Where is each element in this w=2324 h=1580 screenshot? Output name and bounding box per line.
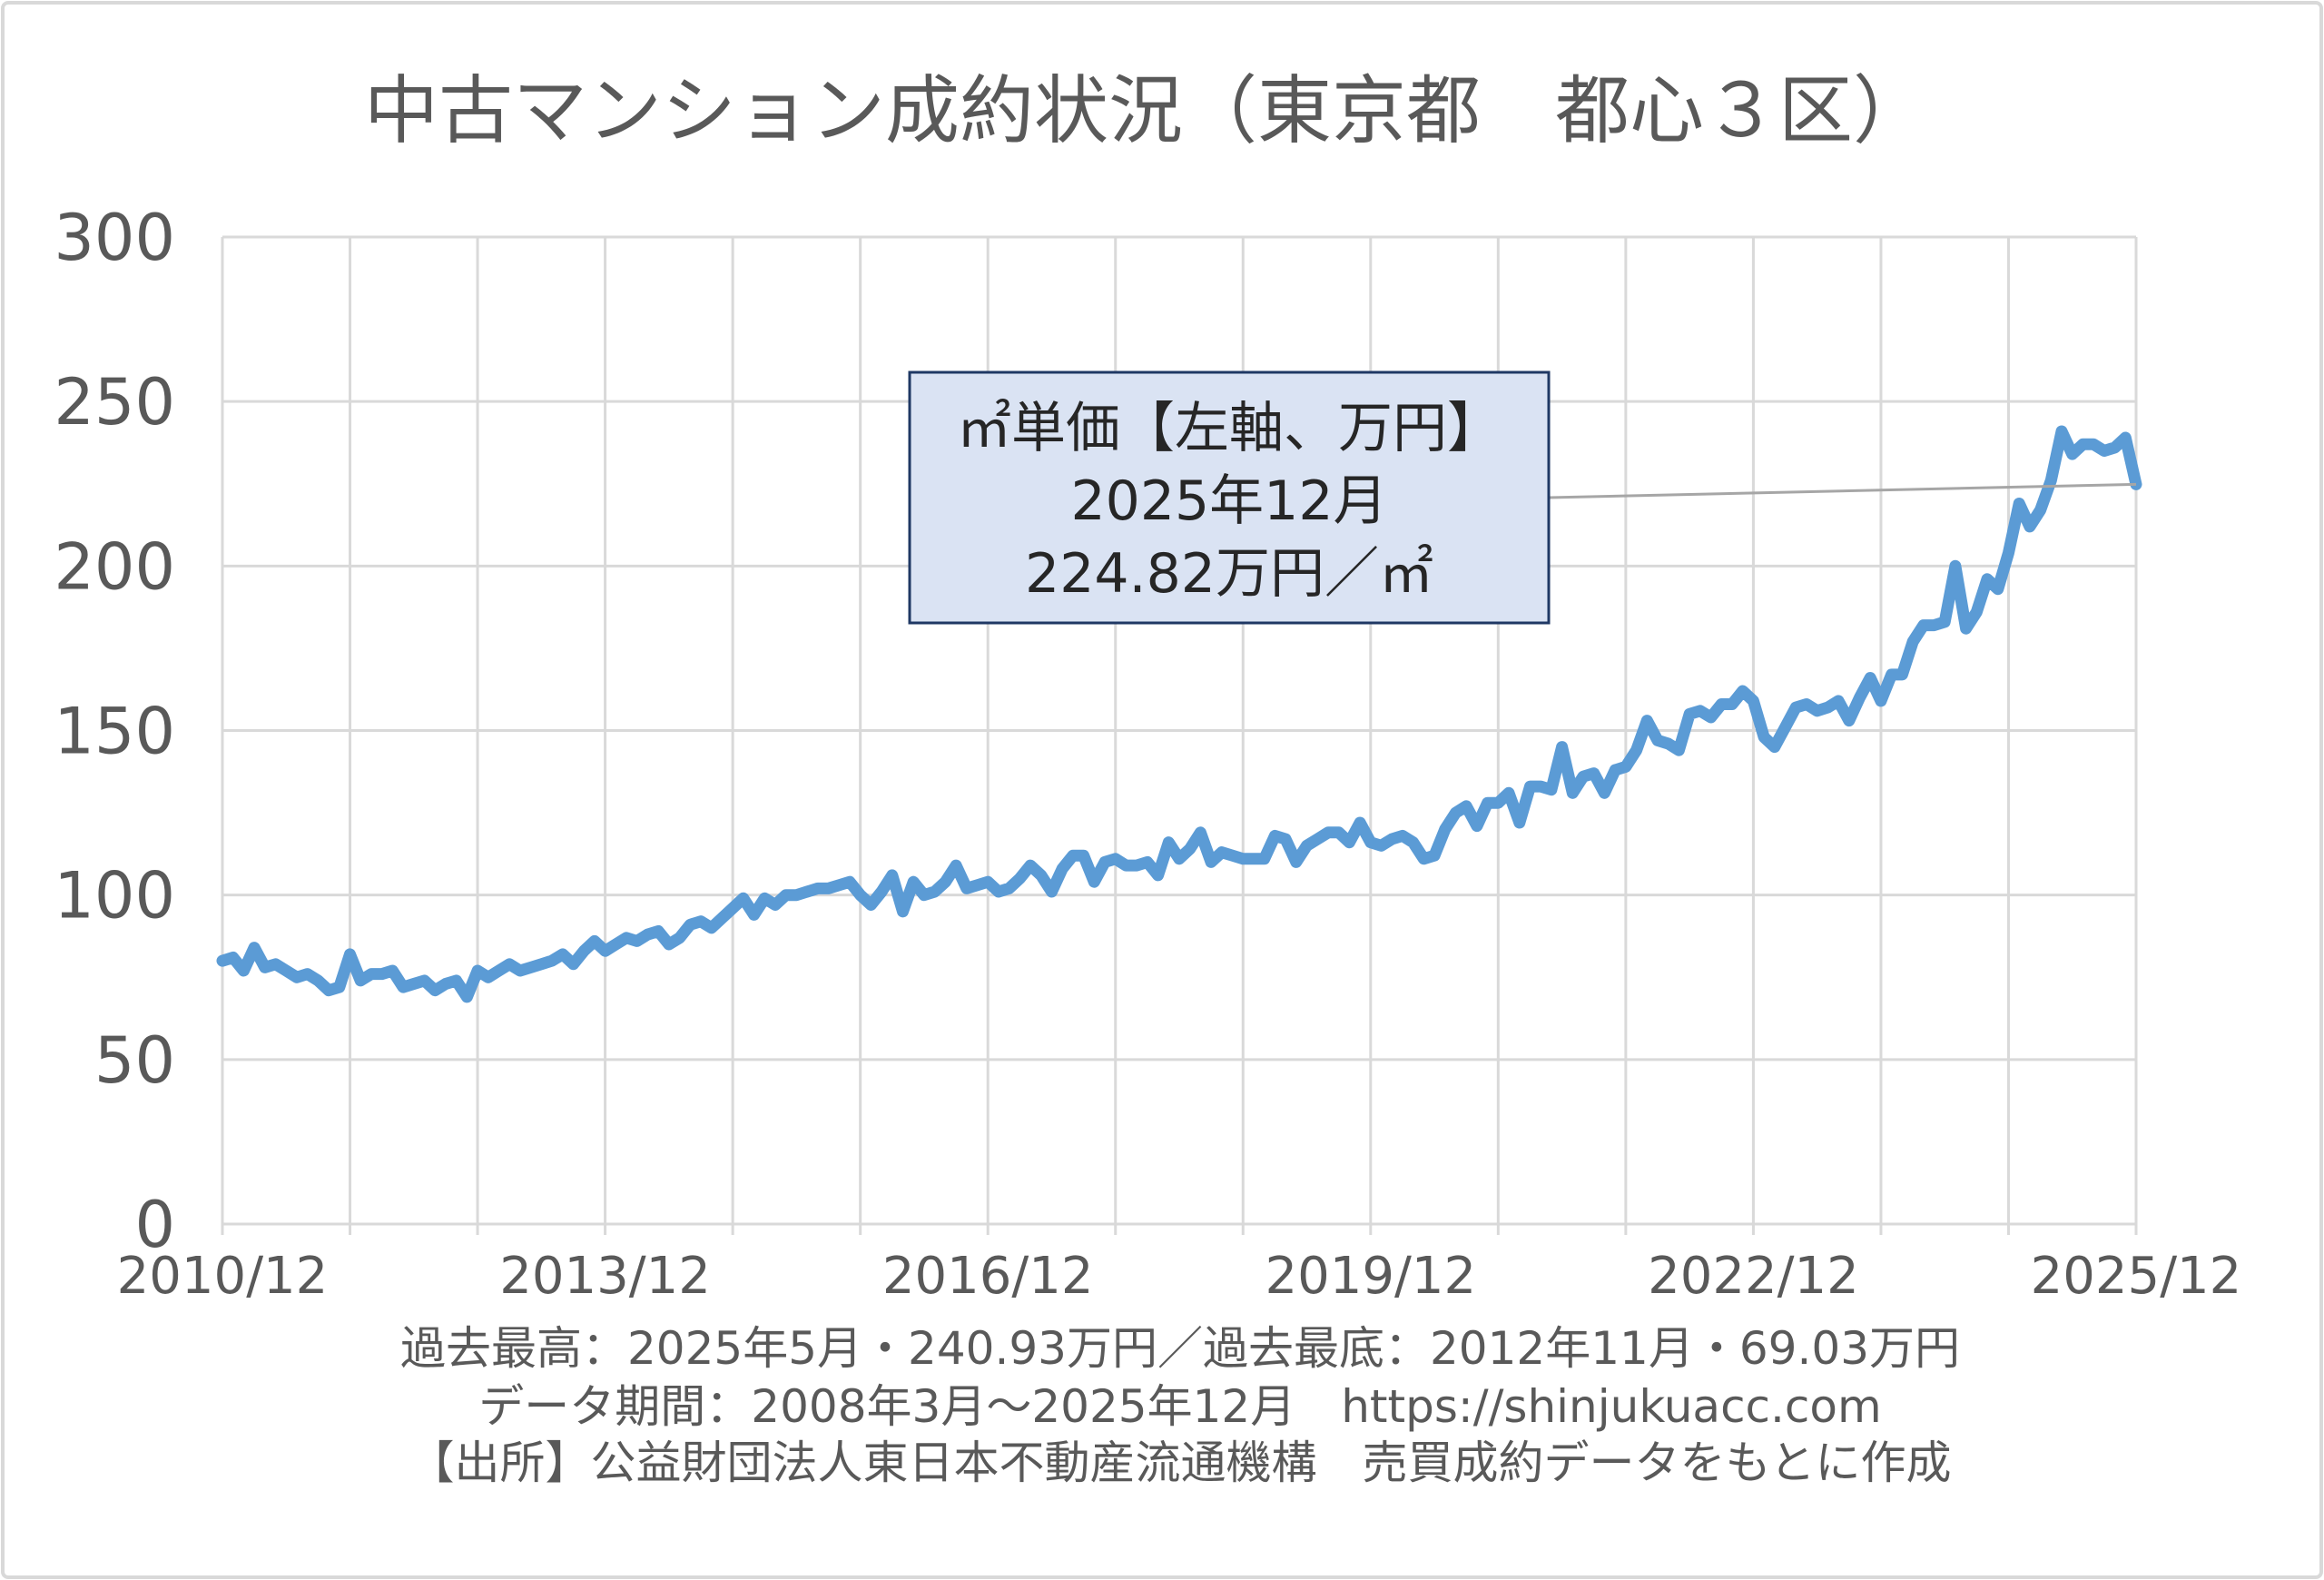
footer-source: 【出所】公益財団法人東日本不動産流通機構 売買成約データをもとに作成 [409, 1437, 1952, 1489]
footer-record: 過去最高：2025年5月・240.93万円／過去最底：2012年11月・69.0… [400, 1322, 1960, 1375]
gridlines [221, 235, 2138, 1235]
x-tick-label: 2016/12 [882, 1247, 1094, 1306]
x-tick-label: 2010/12 [117, 1247, 329, 1306]
chart-title: 中古マンション成約状況（東京都 都心３区） [364, 68, 1927, 154]
callout-box: ㎡単価【左軸、万円】 2025年12月 224.82万円／㎡ [908, 370, 1551, 625]
y-tick-label: 50 [94, 1023, 175, 1098]
y-tick-label: 0 [134, 1188, 175, 1262]
series-group [216, 425, 2142, 1003]
callout-date: 2025年12月 [1070, 469, 1387, 533]
footer: 過去最高：2025年5月・240.93万円／過去最底：2012年11月・69.0… [400, 1322, 1960, 1489]
y-tick-label: 150 [54, 695, 175, 769]
callout-background [908, 370, 1551, 625]
x-tick-label: 2022/12 [1648, 1247, 1859, 1306]
y-tick-label: 250 [54, 365, 175, 439]
x-tick-label: 2013/12 [499, 1247, 711, 1306]
callout-value: 224.82万円／㎡ [1025, 542, 1433, 606]
y-axis-tick-labels: 0 50 100 150 200 250 300 [54, 201, 175, 1262]
callout-label: ㎡単価【左軸、万円】 [957, 397, 1502, 460]
y-tick-label: 300 [54, 201, 175, 275]
x-tick-label: 2019/12 [1265, 1247, 1476, 1306]
y-tick-label: 200 [54, 529, 175, 604]
footer-period: データ期間：2008年3月～2025年12月 https://shinjukua… [478, 1380, 1881, 1433]
series-line [216, 425, 2142, 1003]
callout-leader-line [1548, 482, 2137, 499]
x-tick-label: 2025/12 [2031, 1247, 2242, 1306]
x-axis-tick-labels: 2010/12 2013/12 2016/12 2019/12 2022/12 2025/… [117, 1247, 2242, 1306]
y-tick-label: 100 [54, 859, 175, 933]
